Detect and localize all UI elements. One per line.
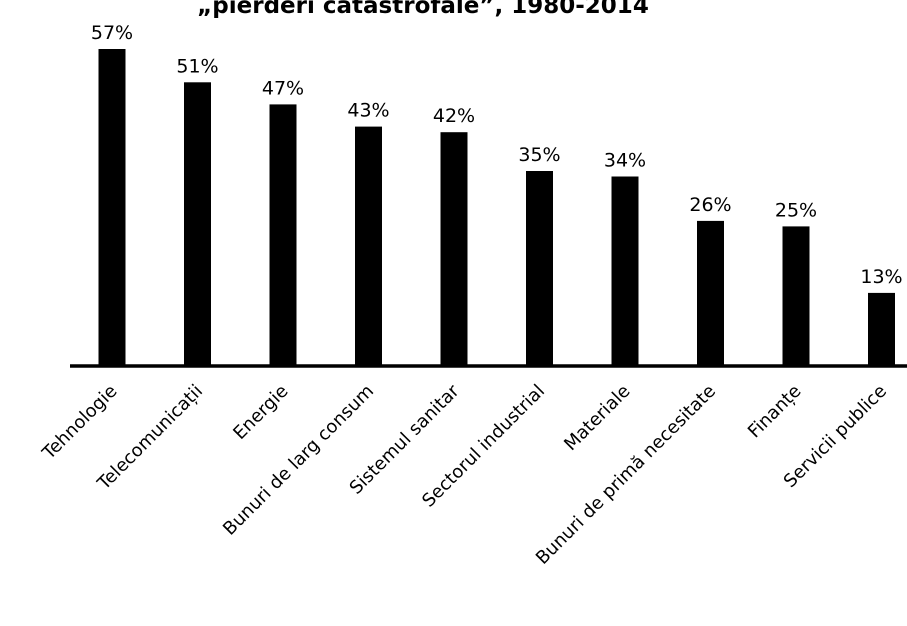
x-tick-label: Tehnologie xyxy=(38,381,122,465)
x-tick-label: Finanțe xyxy=(744,381,806,443)
bar xyxy=(526,171,553,365)
chart-title: „pierderi catastrofale”, 1980-2014 xyxy=(197,0,649,19)
data-label: 26% xyxy=(689,194,731,216)
data-label: 13% xyxy=(860,266,902,288)
data-label: 47% xyxy=(262,77,304,99)
data-label: 42% xyxy=(433,105,475,127)
x-tick-label: Bunuri de larg consum xyxy=(219,381,378,540)
x-tick-label: Materiale xyxy=(560,381,634,455)
data-label: 35% xyxy=(518,144,560,166)
bar xyxy=(184,82,211,366)
bar xyxy=(355,126,382,365)
bars-group xyxy=(98,49,895,366)
bar xyxy=(868,292,895,365)
data-label: 57% xyxy=(91,22,133,44)
x-tick-label: Energie xyxy=(229,381,292,444)
data-label: 51% xyxy=(176,55,218,77)
bar xyxy=(697,220,724,365)
data-label: 25% xyxy=(775,199,817,221)
value-labels-group: 57% 51% 47% 43% 42% 35% 34% 26% 25% 13% xyxy=(91,22,903,288)
bar xyxy=(440,132,468,365)
data-label: 43% xyxy=(347,100,389,122)
x-tick-label: Bunuri de primă necesitate xyxy=(532,381,720,569)
data-label: 34% xyxy=(604,150,646,172)
bar xyxy=(269,104,297,366)
bar xyxy=(782,226,810,365)
bar xyxy=(611,176,639,365)
bar xyxy=(98,49,126,365)
